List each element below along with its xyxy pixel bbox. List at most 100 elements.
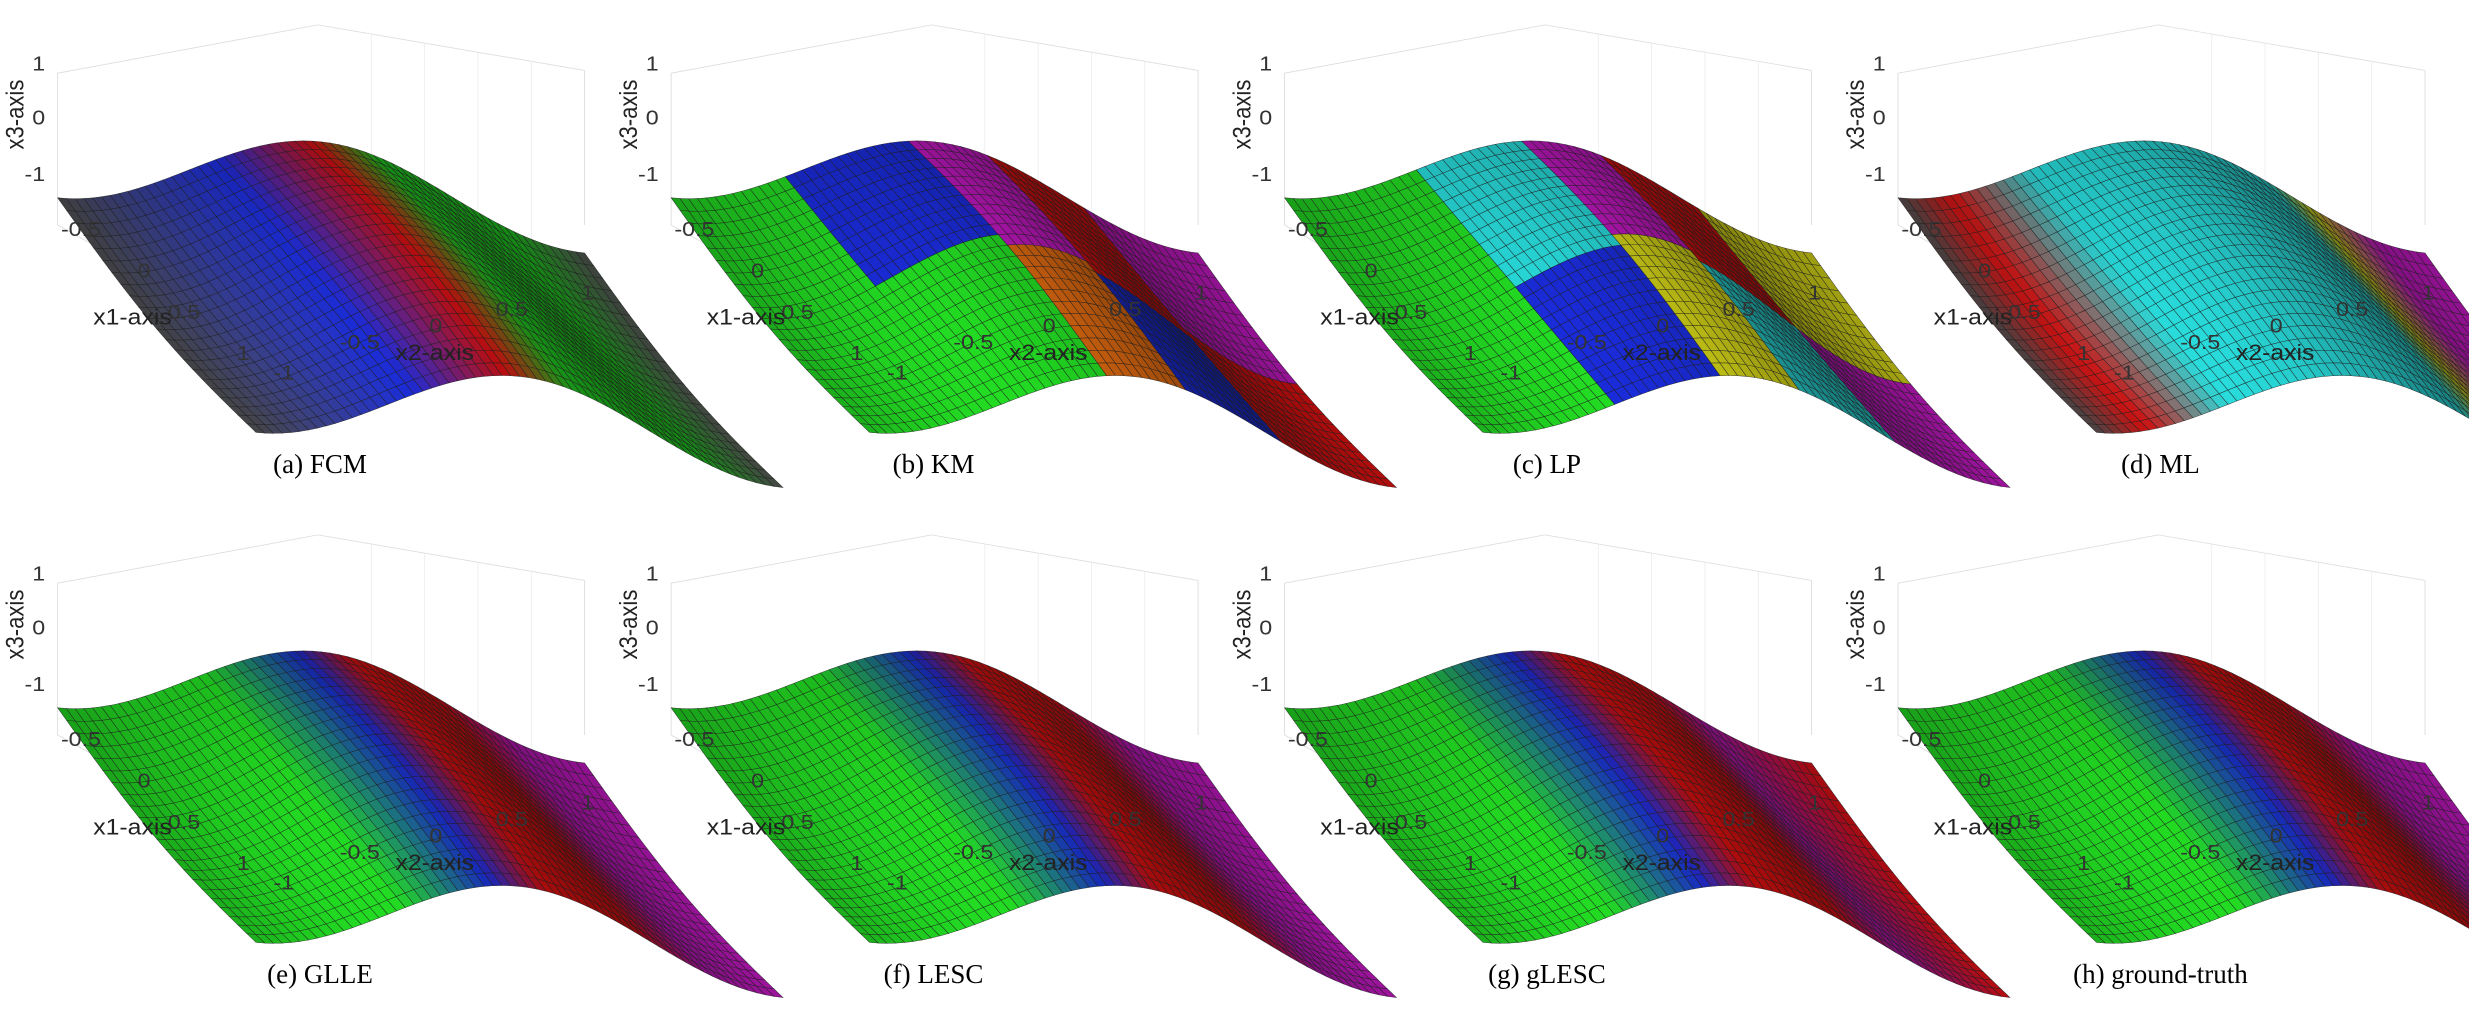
x2-tick: 1 xyxy=(2422,281,2435,305)
x3-tick: 1 xyxy=(646,562,659,586)
x2-tick: 0 xyxy=(2270,824,2283,848)
tick-labels: 1 0 -1 -0.5 0 0.5 1 -1 -0.5 0 0.5 1 xyxy=(638,52,1208,385)
tick-labels: 1 0 -1 -0.5 0 0.5 1 -1 -0.5 0 0.5 1 xyxy=(1251,52,1821,385)
x1-tick: 0 xyxy=(138,769,151,793)
x1-tick: -0.5 xyxy=(61,217,101,241)
tick-labels: 1 0 -1 -0.5 0 0.5 1 -1 -0.5 0 0.5 1 xyxy=(638,562,1208,895)
x3-tick: 0 xyxy=(1873,105,1886,129)
x2-tick: 0.5 xyxy=(2336,297,2368,321)
x1-tick: 0 xyxy=(1365,769,1378,793)
x2-tick: -1 xyxy=(1501,361,1522,385)
surface-mesh xyxy=(670,140,1398,488)
x1-tick: 1 xyxy=(237,341,250,365)
surface-mesh xyxy=(57,140,784,488)
x3-tick: 0 xyxy=(1873,615,1886,639)
panel-caption: (g) gLESC xyxy=(1488,959,1606,989)
x1-tick: 0 xyxy=(138,259,151,283)
x3-tick: 1 xyxy=(1873,52,1886,76)
panel-caption: (h) ground-truth xyxy=(2073,959,2248,989)
x2-tick: -1 xyxy=(2114,361,2135,385)
panel-caption: (f) LESC xyxy=(884,959,984,989)
x2-tick: 1 xyxy=(1808,281,1821,305)
panel-caption: (b) KM xyxy=(893,449,975,479)
x1-tick: 0.5 xyxy=(781,300,813,324)
x1-tick: -0.5 xyxy=(1901,217,1941,241)
x2-tick: 0 xyxy=(429,314,442,338)
x3-tick: 0 xyxy=(1259,615,1272,639)
x3-tick: 0 xyxy=(646,615,659,639)
x2-axis-label: x2-axis xyxy=(1009,850,1088,874)
x2-tick: -1 xyxy=(1501,871,1522,895)
x2-tick: 1 xyxy=(581,791,594,815)
tick-labels: 1 0 -1 -0.5 0 0.5 1 -1 -0.5 0 0.5 1 xyxy=(25,562,595,895)
x2-tick: -0.5 xyxy=(340,840,380,864)
x3-tick: 1 xyxy=(1873,562,1886,586)
x1-axis-label: x1-axis xyxy=(1320,815,1399,839)
x1-tick: 0.5 xyxy=(2008,810,2040,834)
x1-tick: 0.5 xyxy=(1395,810,1427,834)
x2-tick: 0.5 xyxy=(1109,807,1141,831)
x1-tick: -0.5 xyxy=(1288,217,1328,241)
x2-axis-label: x2-axis xyxy=(396,340,475,364)
x2-axis-label: x2-axis xyxy=(1009,340,1088,364)
panel-caption: (a) FCM xyxy=(273,449,367,479)
x2-tick: -1 xyxy=(274,871,295,895)
x2-tick: 0 xyxy=(2270,314,2283,338)
x2-tick: 1 xyxy=(1808,791,1821,815)
x1-tick: 0 xyxy=(1978,259,1991,283)
x3-tick: -1 xyxy=(638,162,659,186)
x2-tick: -1 xyxy=(2114,871,2135,895)
x3-tick: -1 xyxy=(1251,672,1272,696)
x1-tick: -0.5 xyxy=(1901,727,1941,751)
x2-tick: 0 xyxy=(1043,314,1056,338)
x1-tick: 0 xyxy=(1365,259,1378,283)
x2-tick: 0 xyxy=(1656,314,1669,338)
panel-2: 10-1-0.500.51-1-0.500.51x3-axisx1-axisx2… xyxy=(615,24,1398,488)
panel-8: 10-1-0.500.51-1-0.500.51x3-axisx1-axisx2… xyxy=(1842,534,2469,944)
surface-mesh xyxy=(1284,650,2011,998)
x2-axis-label: x2-axis xyxy=(396,850,475,874)
x2-tick: 0.5 xyxy=(1723,297,1755,321)
x1-tick: 0 xyxy=(751,769,764,793)
x3-tick: 1 xyxy=(646,52,659,76)
panel-5: 10-1-0.500.51-1-0.500.51x3-axisx1-axisx2… xyxy=(1,534,784,998)
panel-3: 10-1-0.500.51-1-0.500.51x3-axisx1-axisx2… xyxy=(1228,24,2011,488)
x2-axis-label: x2-axis xyxy=(2236,340,2315,364)
x3-tick: 0 xyxy=(1259,105,1272,129)
x2-tick: -1 xyxy=(887,361,908,385)
surface-mesh xyxy=(57,650,784,998)
x3-tick: -1 xyxy=(638,672,659,696)
tick-labels: 1 0 -1 -0.5 0 0.5 1 -1 -0.5 0 0.5 1 xyxy=(1865,52,2435,385)
x2-tick: 0.5 xyxy=(2336,807,2368,831)
x2-tick: 0.5 xyxy=(496,297,528,321)
x2-tick: 0 xyxy=(1656,824,1669,848)
surface-mesh xyxy=(1284,140,2011,488)
x1-tick: 1 xyxy=(2077,851,2090,875)
panel-caption: (e) GLLE xyxy=(267,959,373,989)
x3-tick: -1 xyxy=(1865,672,1886,696)
x1-axis-label: x1-axis xyxy=(707,815,786,839)
x1-axis-label: x1-axis xyxy=(1320,305,1399,329)
x2-tick: -0.5 xyxy=(953,330,993,354)
x1-tick: -0.5 xyxy=(674,727,714,751)
x3-axis-label: x3-axis xyxy=(1,80,28,150)
x3-axis-label: x3-axis xyxy=(1,590,28,660)
x1-tick: 1 xyxy=(1464,851,1477,875)
x2-tick: -0.5 xyxy=(953,840,993,864)
panel-caption: (c) LP xyxy=(1513,449,1581,479)
x1-axis-label: x1-axis xyxy=(93,815,172,839)
surface-mesh xyxy=(1897,140,2469,434)
x2-tick: -1 xyxy=(274,361,295,385)
x2-tick: 0 xyxy=(1043,824,1056,848)
x1-tick: 0.5 xyxy=(168,810,200,834)
panel-6: 10-1-0.500.51-1-0.500.51x3-axisx1-axisx2… xyxy=(615,534,1398,998)
x1-tick: 1 xyxy=(2077,341,2090,365)
panel-1: 10-1-0.500.51-1-0.500.51x3-axisx1-axisx2… xyxy=(1,24,784,488)
tick-labels: 1 0 -1 -0.5 0 0.5 1 -1 -0.5 0 0.5 1 xyxy=(1251,562,1821,895)
x1-tick: -0.5 xyxy=(1288,727,1328,751)
x3-tick: 0 xyxy=(32,615,45,639)
surface-mesh xyxy=(670,650,1398,998)
tick-labels: 1 0 -1 -0.5 0 0.5 1 -1 -0.5 0 0.5 1 xyxy=(25,52,595,385)
tick-labels: 1 0 -1 -0.5 0 0.5 1 -1 -0.5 0 0.5 1 xyxy=(1865,562,2435,895)
